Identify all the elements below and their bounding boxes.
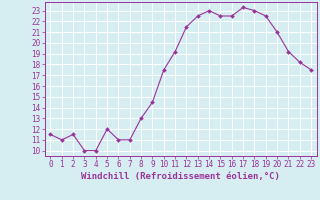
X-axis label: Windchill (Refroidissement éolien,°C): Windchill (Refroidissement éolien,°C) [81, 172, 280, 181]
